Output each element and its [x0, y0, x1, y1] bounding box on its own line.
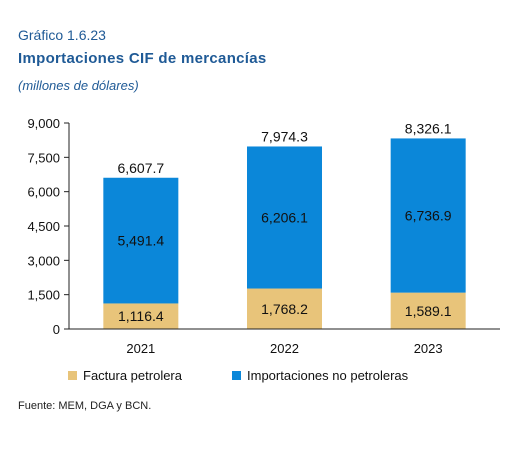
bar-value-label: 1,589.1	[405, 303, 452, 319]
source-note: Fuente: MEM, DGA y BCN.	[18, 400, 152, 412]
y-tick-label: 4,500	[27, 219, 60, 234]
legend-label-importaciones-no-petroleras: Importaciones no petroleras	[247, 368, 409, 383]
chart-title: Importaciones CIF de mercancías	[18, 50, 267, 67]
bar-total-label: 7,974.3	[261, 128, 308, 144]
chart-legend: Factura petrolera Importaciones no petro…	[0, 368, 509, 388]
x-tick-label: 2023	[414, 341, 443, 356]
y-tick-label: 9,000	[27, 116, 60, 131]
bar-value-label: 5,491.4	[117, 233, 164, 249]
y-tick-label: 6,000	[27, 185, 60, 200]
x-tick-label: 2021	[126, 341, 155, 356]
bar-total-label: 6,607.7	[117, 160, 164, 176]
bar-total-label: 8,326.1	[405, 120, 452, 136]
bar-value-label: 1,116.4	[118, 308, 164, 324]
legend-label-factura-petrolera: Factura petrolera	[83, 368, 182, 383]
chart-subtitle: (millones de dólares)	[18, 78, 139, 93]
bar-segment-importaciones-no-petroleras	[247, 146, 322, 289]
bar-segment-factura-petrolera	[390, 292, 466, 329]
y-tick-label: 3,000	[27, 253, 60, 268]
y-tick-label: 1,500	[27, 288, 60, 303]
bar-value-label: 6,736.9	[405, 208, 452, 224]
x-tick-label: 2022	[270, 341, 299, 356]
bar-segment-factura-petrolera	[103, 303, 179, 329]
chart-label: Gráfico 1.6.23	[18, 27, 106, 43]
bar-segment-importaciones-no-petroleras	[390, 138, 466, 293]
bar-value-label: 1,768.2	[261, 301, 308, 317]
bar-value-label: 6,206.1	[261, 210, 308, 226]
legend-swatch-importaciones-no-petroleras	[232, 371, 241, 380]
legend-item-importaciones-no-petroleras: Importaciones no petroleras	[232, 368, 408, 383]
legend-item-factura-petrolera: Factura petrolera	[68, 368, 182, 383]
legend-swatch-factura-petrolera	[68, 371, 77, 380]
y-tick-label: 7,500	[27, 150, 60, 165]
bar-segment-factura-petrolera	[247, 288, 322, 329]
y-tick-label: 0	[53, 322, 60, 337]
stacked-bar-chart: 0 1,500 3,000 4,500 6,000 7,500 9,000 1,116.4 5,…	[27, 116, 500, 356]
bar-segment-importaciones-no-petroleras	[103, 177, 179, 304]
